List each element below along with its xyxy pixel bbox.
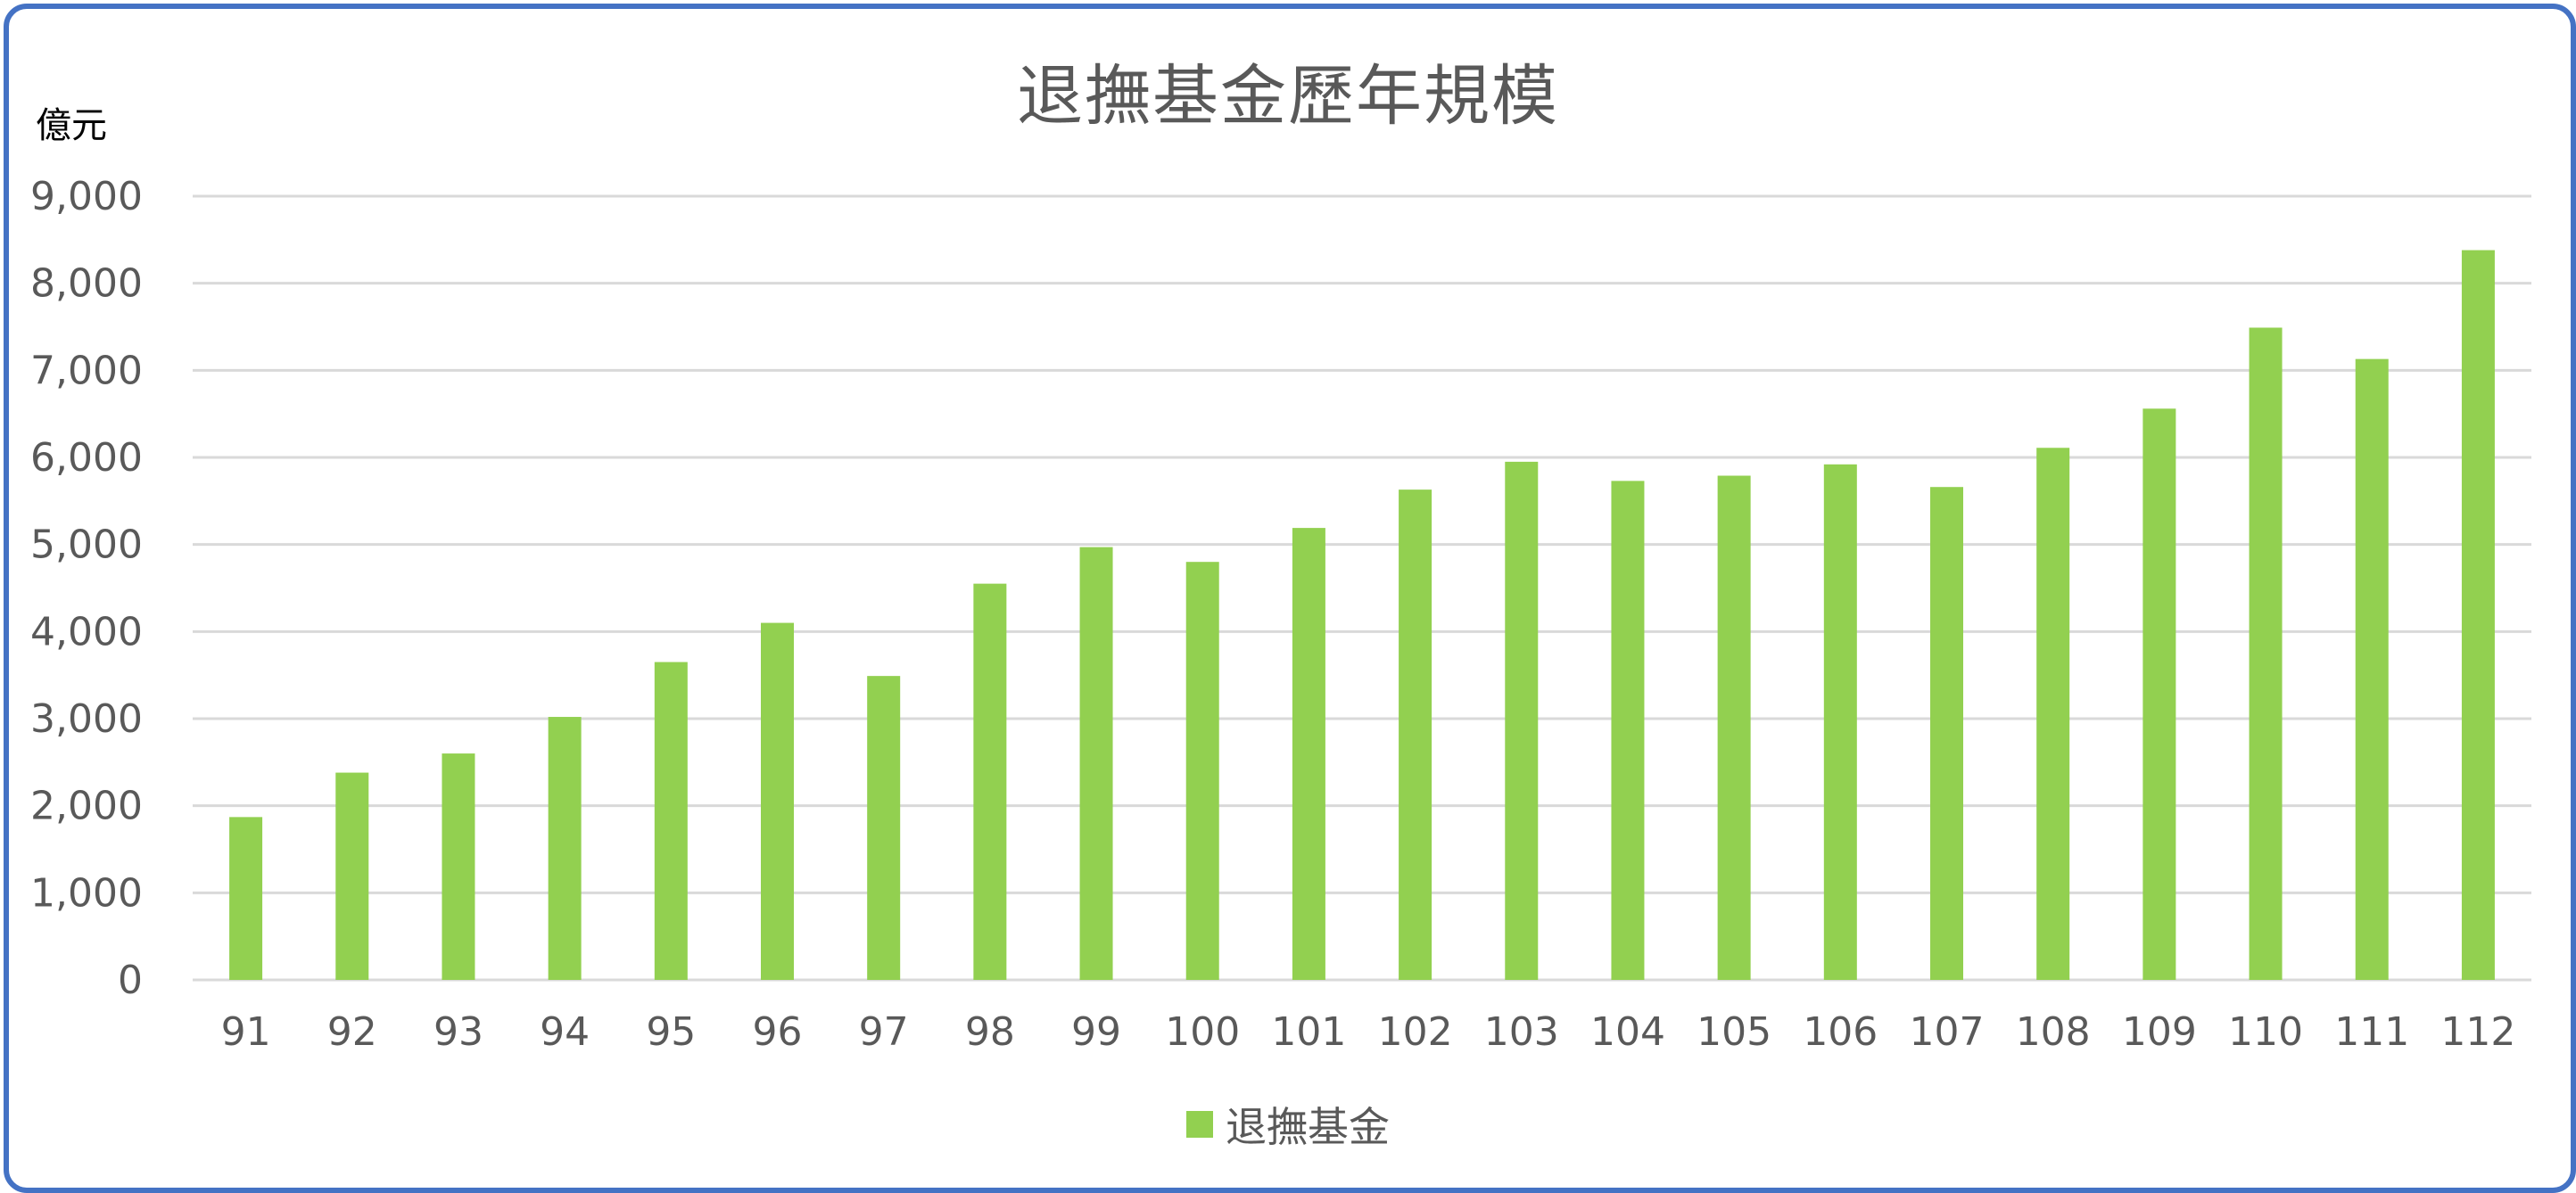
y-tick-label: 4,000: [30, 609, 143, 654]
y-axis-unit-label: 億元: [36, 105, 107, 146]
x-tick-label: 94: [540, 1009, 590, 1055]
bar-93: [442, 753, 475, 980]
bar-99: [1079, 547, 1113, 980]
y-tick-label: 1,000: [30, 870, 143, 916]
bar-103: [1505, 461, 1539, 980]
bar-102: [1399, 490, 1432, 980]
legend-label: 退撫基金: [1226, 1103, 1390, 1151]
x-tick-label: 109: [2122, 1009, 2197, 1055]
bar-92: [335, 772, 369, 980]
x-tick-label: 108: [2016, 1009, 2091, 1055]
x-tick-label: 111: [2334, 1009, 2409, 1055]
x-tick-label: 97: [859, 1009, 909, 1055]
x-tick-label: 105: [1697, 1009, 1771, 1055]
x-tick-label: 95: [646, 1009, 696, 1055]
x-tick-label: 99: [1071, 1009, 1121, 1055]
bar-97: [867, 676, 901, 980]
chart-title: 退撫基金歷年規模: [1017, 58, 1559, 135]
y-tick-label: 7,000: [30, 348, 143, 393]
bar-100: [1185, 562, 1219, 980]
bar-105: [1717, 475, 1751, 980]
x-tick-label: 91: [221, 1009, 271, 1055]
legend: 退撫基金: [0, 1095, 2576, 1154]
bar-101: [1292, 528, 1325, 980]
y-tick-label: 0: [118, 958, 143, 1003]
bar-91: [229, 817, 263, 980]
y-tick-label: 8,000: [30, 261, 143, 307]
x-tick-label: 101: [1271, 1009, 1346, 1055]
bar-95: [654, 662, 688, 980]
bar-110: [2249, 327, 2283, 980]
legend-swatch: [1186, 1111, 1213, 1138]
bar-109: [2143, 408, 2176, 981]
y-tick-label: 6,000: [30, 435, 143, 481]
x-tick-label: 100: [1165, 1009, 1240, 1055]
x-tick-label: 98: [965, 1009, 1015, 1055]
bar-104: [1611, 481, 1645, 980]
x-tick-label: 93: [433, 1009, 483, 1055]
bar-98: [973, 583, 1007, 980]
bar-111: [2355, 358, 2389, 980]
bar-112: [2461, 250, 2495, 980]
x-tick-label: 103: [1484, 1009, 1559, 1055]
x-tick-label: 112: [2440, 1009, 2515, 1055]
y-tick-label: 9,000: [30, 174, 143, 219]
x-tick-label: 106: [1803, 1009, 1878, 1055]
x-tick-label: 92: [327, 1009, 377, 1055]
x-tick-label: 96: [753, 1009, 803, 1055]
y-tick-label: 2,000: [30, 784, 143, 829]
bar-96: [761, 622, 794, 980]
bar-106: [1823, 464, 1857, 980]
x-tick-label: 102: [1378, 1009, 1453, 1055]
y-tick-label: 5,000: [30, 522, 143, 568]
x-tick-label: 104: [1590, 1009, 1665, 1055]
y-tick-label: 3,000: [30, 696, 143, 742]
bar-94: [548, 717, 582, 980]
x-tick-label: 107: [1910, 1009, 1985, 1055]
x-tick-label: 110: [2228, 1009, 2303, 1055]
bar-107: [1930, 487, 1963, 980]
bar-108: [2036, 448, 2070, 980]
